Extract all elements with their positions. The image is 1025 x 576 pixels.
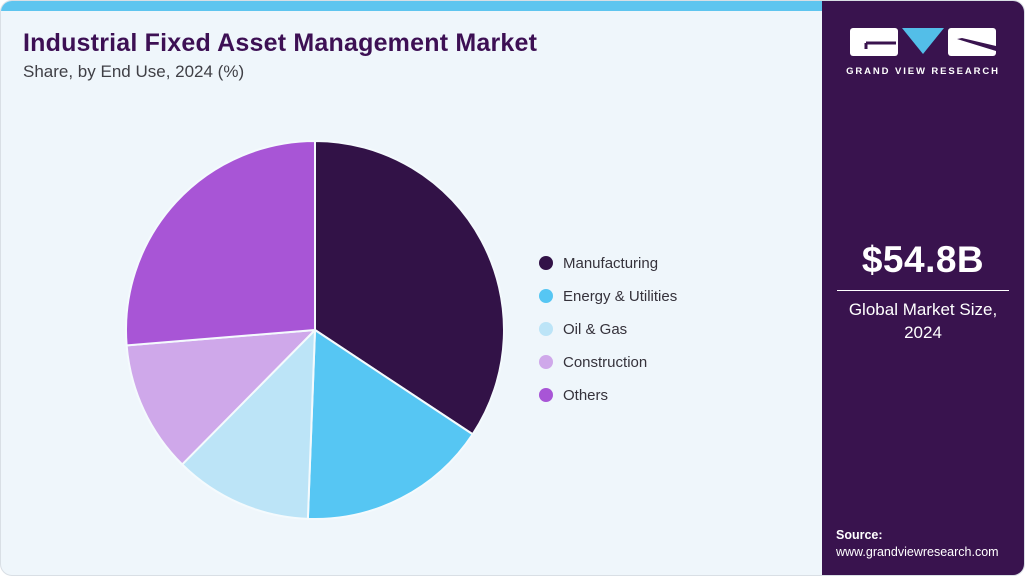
source-block: Source: www.grandviewresearch.com xyxy=(836,528,999,559)
legend-swatch-icon xyxy=(539,256,553,270)
legend: Manufacturing Energy & Utilities Oil & Gas… xyxy=(539,253,677,405)
legend-item: Oil & Gas xyxy=(539,319,677,339)
page-subtitle: Share, by End Use, 2024 (%) xyxy=(23,62,245,81)
pie-chart xyxy=(125,140,505,520)
source-url-link[interactable]: www.grandviewresearch.com xyxy=(836,545,999,559)
legend-swatch-icon xyxy=(539,322,553,336)
top-accent-bar xyxy=(1,1,824,11)
pie-slice-oil-gas xyxy=(181,329,316,520)
legend-item: Others xyxy=(539,385,677,405)
legend-label: Construction xyxy=(563,353,648,371)
legend-label: Oil & Gas xyxy=(563,320,628,338)
legend-item: Construction xyxy=(539,352,677,372)
legend-label: Others xyxy=(563,386,609,404)
legend-item: Energy & Utilities xyxy=(539,286,677,306)
brand-panel: GRAND VIEW RESEARCH $54.8B Global Market… xyxy=(822,1,1024,575)
legend-label: Energy & Utilities xyxy=(563,287,678,305)
brand-logo: GRAND VIEW RESEARCH xyxy=(822,28,1024,77)
market-size-value: $54.8B xyxy=(861,239,985,280)
pie-slice-construction xyxy=(125,329,316,466)
pie-chart-container xyxy=(123,138,507,522)
market-size-label: Global Market Size, 2024 xyxy=(848,300,998,342)
legend-item: Manufacturing xyxy=(539,253,677,273)
legend-swatch-icon xyxy=(539,388,553,402)
chart-area: Industrial Fixed Asset Management Market… xyxy=(1,1,824,575)
legend-swatch-icon xyxy=(539,289,553,303)
pie-slice-energy-utilities xyxy=(306,329,474,520)
legend-label: Manufacturing xyxy=(563,254,659,272)
source-label: Source: xyxy=(836,528,883,542)
market-size-block: $54.8B Global Market Size, 2024 xyxy=(822,239,1024,345)
gvr-logo-icon xyxy=(850,28,996,56)
brand-name: GRAND VIEW RESEARCH xyxy=(846,66,1000,77)
legend-swatch-icon xyxy=(539,355,553,369)
pie-slice-others xyxy=(125,140,316,347)
page-title: Industrial Fixed Asset Management Market xyxy=(23,29,538,57)
market-size-divider xyxy=(837,290,1009,291)
